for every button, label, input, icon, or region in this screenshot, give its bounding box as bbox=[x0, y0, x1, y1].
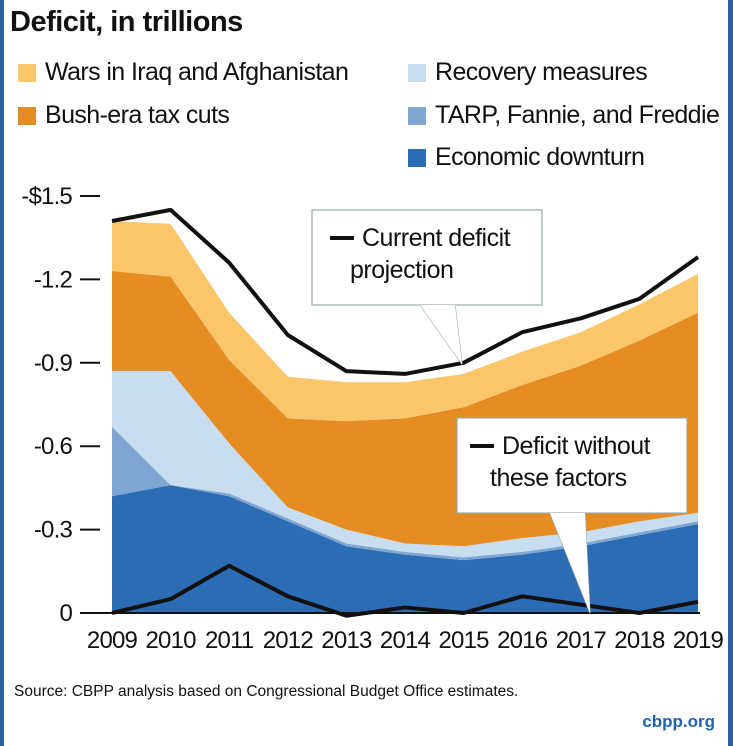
callout-label: Current deficit bbox=[362, 224, 511, 252]
y-tick-label: -1.2 bbox=[34, 266, 73, 293]
callout-box bbox=[456, 417, 688, 514]
area-wars-in-iraq-and-afghanistan bbox=[112, 221, 698, 422]
x-tick-label: 2019 bbox=[673, 627, 724, 654]
y-tick-label: -0.3 bbox=[34, 517, 73, 544]
x-tick-label: 2016 bbox=[497, 627, 548, 654]
legend-item-wars: Wars in Iraq and Afghanistan bbox=[18, 58, 349, 87]
y-tick-label: -0.9 bbox=[34, 350, 73, 377]
line-deficit-without-factors bbox=[111, 563, 699, 618]
brand-label: cbpp.org bbox=[642, 712, 715, 731]
legend-swatch-recovery bbox=[408, 63, 426, 82]
x-tick-label: 2010 bbox=[145, 627, 196, 654]
legend-swatch-tax-cuts bbox=[18, 106, 36, 125]
callout-box bbox=[311, 209, 543, 306]
callout-pointer-fill bbox=[420, 305, 462, 365]
x-tick-label: 2018 bbox=[614, 627, 665, 654]
y-tick-label: -$1.5 bbox=[21, 183, 72, 210]
callout-pointer-fill bbox=[550, 513, 590, 613]
legend-item-tax-cuts: Bush-era tax cuts bbox=[18, 101, 230, 130]
legend-swatch-tarp bbox=[408, 106, 426, 125]
callout-label: projection bbox=[350, 256, 453, 284]
legend-label-downturn: Economic downturn bbox=[435, 143, 645, 171]
area-recovery-measures bbox=[112, 371, 698, 558]
x-tick-label: 2012 bbox=[263, 627, 314, 654]
chart-title: Deficit, in trillions bbox=[10, 6, 243, 38]
x-tick-label: 2009 bbox=[87, 627, 138, 654]
x-tick-label: 2011 bbox=[205, 627, 254, 654]
legend-label-wars: Wars in Iraq and Afghanistan bbox=[45, 58, 349, 86]
callout-label: Deficit without bbox=[502, 432, 651, 460]
x-tick-label: 2015 bbox=[438, 627, 489, 654]
right-border bbox=[728, 0, 733, 746]
x-tick-label: 2013 bbox=[321, 627, 372, 654]
source-note: Source: CBPP analysis based on Congressi… bbox=[14, 683, 519, 700]
legend-item-tarp: TARP, Fannie, and Freddie bbox=[408, 101, 720, 130]
y-tick-label: 0 bbox=[59, 600, 72, 627]
x-tick-label: 2017 bbox=[556, 627, 607, 654]
y-tick-label: -0.6 bbox=[34, 433, 73, 460]
left-border bbox=[0, 0, 4, 746]
legend-swatch-wars bbox=[18, 63, 36, 82]
line-current-deficit bbox=[111, 207, 700, 376]
x-tick-label: 2014 bbox=[380, 627, 431, 654]
legend-label-recovery: Recovery measures bbox=[435, 58, 648, 86]
legend-item-recovery: Recovery measures bbox=[408, 58, 648, 87]
legend-swatch-downturn bbox=[408, 148, 426, 167]
legend-label-tarp: TARP, Fannie, and Freddie bbox=[435, 101, 720, 129]
callout-label: these factors bbox=[490, 464, 627, 492]
legend-item-downturn: Economic downturn bbox=[408, 143, 645, 172]
legend-label-tax-cuts: Bush-era tax cuts bbox=[45, 101, 230, 129]
